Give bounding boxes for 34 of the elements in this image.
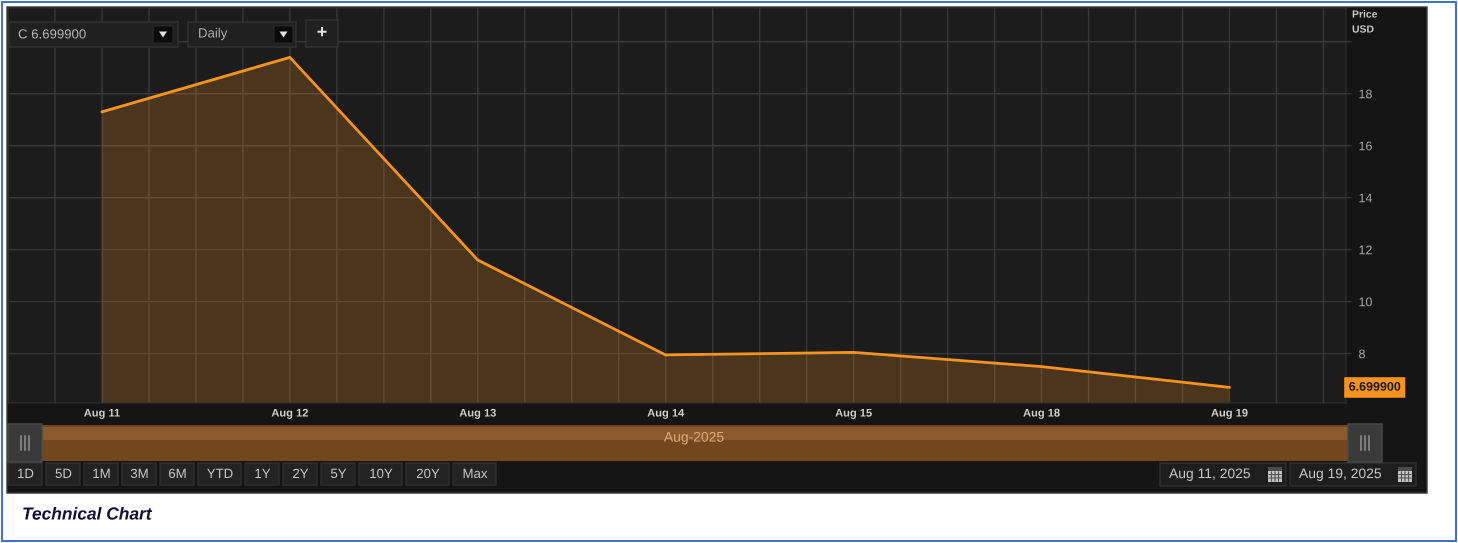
x-tick-label: Aug 19	[1211, 408, 1248, 419]
annotation: C 6.699900	[18, 29, 86, 39]
text: 1M	[93, 468, 110, 478]
text: YTD	[207, 468, 233, 478]
x-tick-label: Aug 15	[835, 408, 872, 419]
text: 10Y	[370, 468, 393, 479]
text: 1D	[18, 468, 34, 478]
text: 6.699900	[1349, 381, 1401, 391]
text: Max	[463, 468, 488, 479]
annotation: +	[317, 27, 327, 37]
text: Aug-2025	[663, 431, 724, 445]
y-tick-label: 10	[1359, 297, 1372, 307]
text: 5Y	[330, 468, 347, 479]
text: 6M	[169, 468, 186, 479]
text: 3M	[130, 468, 148, 479]
x-tick-label: Aug 11	[84, 408, 120, 419]
y-tick-label: 16	[1359, 141, 1372, 151]
y-tick-label: 12	[1359, 245, 1372, 255]
text: Technical Chart	[23, 506, 153, 520]
y-tick-label: 8	[1359, 349, 1365, 359]
text: 1Y	[255, 468, 271, 478]
y-tick-label: 14	[1359, 193, 1373, 203]
x-tick-label: Aug 12	[271, 408, 308, 419]
text: 5D	[55, 468, 72, 479]
text: Aug 11, 2025	[1169, 468, 1251, 481]
y-axis-title: Price USD	[1352, 10, 1378, 33]
text: Aug 19, 2025	[1299, 468, 1382, 481]
x-tick-label: Aug 14	[647, 408, 685, 419]
x-tick-label: Aug 18	[1023, 408, 1060, 419]
annotation: Daily	[199, 27, 228, 41]
text: 2Y	[293, 468, 309, 478]
text: 20Y	[416, 468, 440, 479]
x-tick-label: Aug 13	[459, 408, 496, 419]
y-tick-label: 18	[1359, 89, 1372, 99]
